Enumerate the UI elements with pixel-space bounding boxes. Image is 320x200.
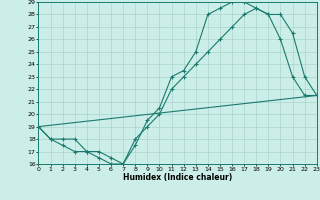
X-axis label: Humidex (Indice chaleur): Humidex (Indice chaleur): [123, 173, 232, 182]
